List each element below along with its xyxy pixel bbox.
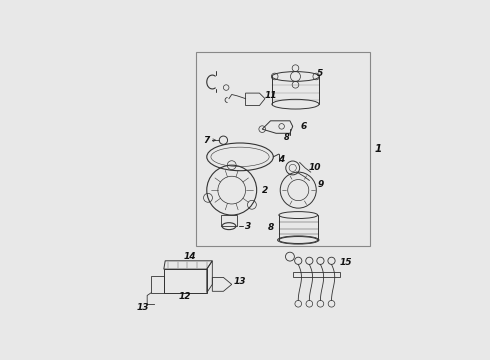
Text: 8: 8 [268, 223, 273, 232]
Text: 14: 14 [184, 252, 196, 261]
Text: 4: 4 [278, 155, 285, 164]
Text: 8: 8 [284, 133, 290, 142]
Text: 9: 9 [318, 180, 323, 189]
Text: 7: 7 [204, 136, 210, 145]
Bar [293, 272, 340, 278]
Bar [196, 51, 370, 246]
Text: 12: 12 [178, 292, 191, 301]
Text: 15: 15 [339, 258, 352, 267]
Text: 1: 1 [375, 144, 382, 153]
Text: 13: 13 [234, 277, 246, 286]
Text: 11: 11 [264, 91, 277, 100]
Text: 5: 5 [318, 69, 323, 78]
Text: 2: 2 [262, 186, 268, 195]
Text: 10: 10 [309, 163, 321, 172]
Text: 6: 6 [301, 122, 307, 131]
Text: 3: 3 [245, 222, 251, 231]
Text: 13: 13 [137, 303, 149, 312]
